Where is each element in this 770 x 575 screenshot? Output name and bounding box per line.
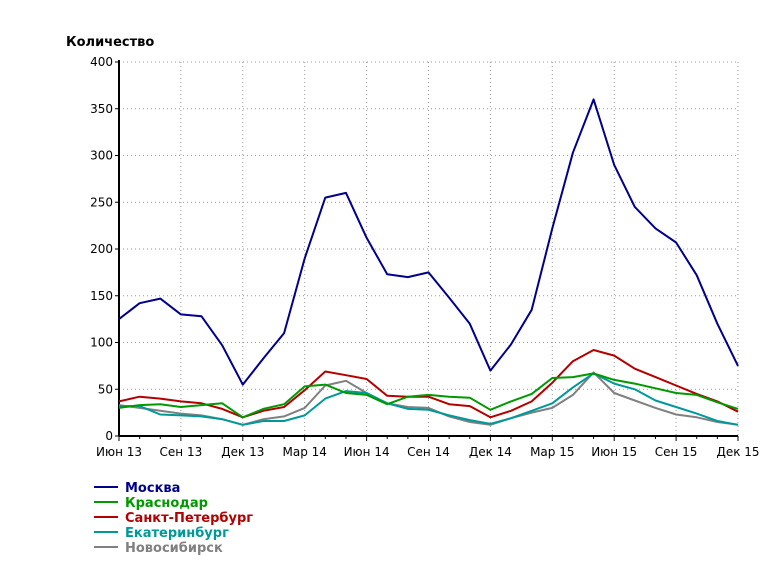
x-tick-label: Июн 13: [96, 445, 142, 459]
legend: МоскваКраснодарСанкт-ПетербургЕкатеринбу…: [94, 481, 253, 556]
series-line-1: [118, 372, 739, 419]
x-tick-label: Дек 14: [469, 445, 512, 459]
x-tick-label: Дек 15: [716, 445, 759, 459]
legend-label: Москва: [125, 481, 180, 496]
y-tick-label: 0: [105, 429, 113, 443]
series-line-3: [119, 372, 739, 426]
x-tick-label: Сен 13: [160, 445, 203, 459]
series-lines: [118, 98, 739, 426]
series-line-2: [118, 349, 739, 419]
x-tick-label: Мар 14: [282, 445, 326, 459]
legend-label: Санкт-Петербург: [125, 511, 253, 526]
y-tick-label: 350: [90, 102, 113, 116]
y-tick-label: 50: [98, 382, 113, 396]
legend-label: Екатеринбург: [125, 526, 229, 541]
x-tick-label: Сен 15: [655, 445, 698, 459]
x-tick-label: Июн 14: [344, 445, 390, 459]
legend-label: Новосибирск: [125, 541, 223, 556]
y-tick-label: 100: [90, 336, 113, 350]
x-tick-label: Мар 15: [530, 445, 574, 459]
y-tick-label: 200: [90, 242, 113, 256]
y-axis-label: Количество: [66, 35, 154, 50]
x-tick-label: Дек 13: [221, 445, 264, 459]
series-line-0: [118, 98, 739, 386]
x-tick-label: Сен 14: [407, 445, 450, 459]
y-tick-label: 400: [90, 55, 113, 69]
x-tick-label: Июн 15: [591, 445, 637, 459]
legend-label: Краснодар: [125, 496, 208, 511]
y-tick-label: 250: [90, 195, 113, 209]
y-tick-label: 150: [90, 289, 113, 303]
axes: 0 50 100 150 200 250 300 350 400 Июн 13 Сен 13 Дек …: [90, 55, 759, 459]
grid-lines: [119, 61, 739, 436]
y-tick-label: 300: [90, 149, 113, 163]
